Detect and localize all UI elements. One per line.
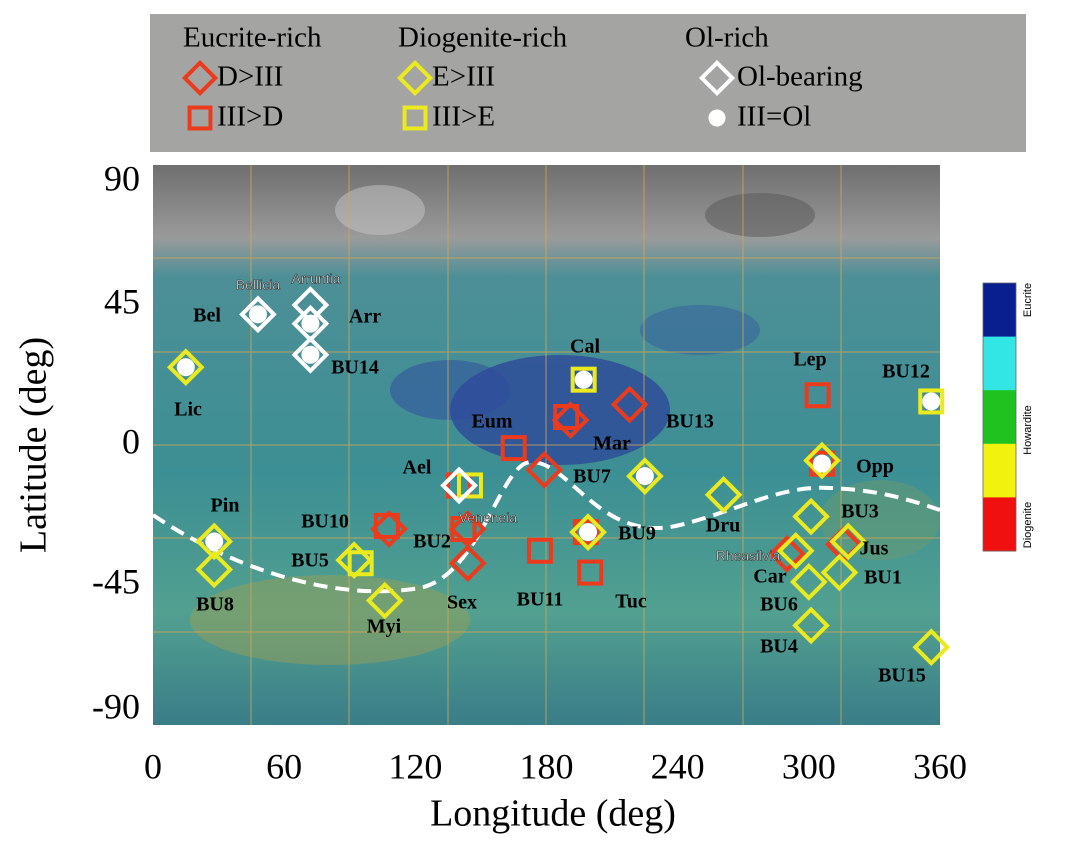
site-label: BU5 xyxy=(291,550,329,572)
dot-marker xyxy=(922,392,940,410)
site-label: BU6 xyxy=(760,594,798,616)
dot-marker xyxy=(575,371,593,389)
page: Longitude (deg) Latitude (deg) 0 60 120 180… xyxy=(0,0,1068,842)
site-label: Dru xyxy=(706,515,740,537)
region-label: Arruntia xyxy=(291,271,340,287)
site-label: Lic xyxy=(174,399,202,421)
site-label: BU1 xyxy=(864,567,902,589)
legend-label: E>III xyxy=(432,61,495,93)
dot-marker xyxy=(579,523,597,541)
site-label: BU4 xyxy=(760,636,798,658)
colorbar-label: Eucrite xyxy=(1022,283,1034,317)
site-label: BU3 xyxy=(841,501,879,523)
dot-marker xyxy=(813,455,831,473)
site-label: BU9 xyxy=(618,523,656,545)
colorbar-label: Diogenite xyxy=(1022,502,1034,548)
x-tick-label: 300 xyxy=(782,746,836,786)
site-label: Mar xyxy=(593,433,631,455)
map-patch xyxy=(705,193,815,237)
legend-label: III>D xyxy=(217,101,283,133)
legend-group-title: Ol-rich xyxy=(685,22,769,54)
x-tick-label: 180 xyxy=(520,746,574,786)
legend-label: III=Ol xyxy=(737,101,811,133)
site-label: Eum xyxy=(471,411,512,433)
site-label: Pin xyxy=(211,495,240,517)
site-label: Ael xyxy=(403,457,432,479)
x-tick-label: 360 xyxy=(913,746,967,786)
site-label: Bel xyxy=(193,305,221,327)
site-label: BU2 xyxy=(413,531,451,553)
y-tick-label: 45 xyxy=(104,281,140,321)
colorbar-segment xyxy=(983,337,1016,391)
site-label: Arr xyxy=(349,306,381,328)
colorbar-segment xyxy=(983,444,1016,498)
colorbar-label: Howardite xyxy=(1022,405,1034,455)
site-label: Sex xyxy=(447,592,477,614)
region-label: Bellicia xyxy=(236,277,281,293)
y-tick-label: -90 xyxy=(92,686,140,726)
dot-marker xyxy=(636,467,654,485)
chart: Longitude (deg) Latitude (deg) 0 60 120 180… xyxy=(0,0,1068,842)
site-label: BU8 xyxy=(196,594,234,616)
legend-label: III>E xyxy=(432,101,495,133)
site-label: Jus xyxy=(860,538,889,560)
colorbar-segment xyxy=(983,390,1016,444)
dot-marker xyxy=(249,305,267,323)
legend-group-title: Eucrite-rich xyxy=(183,22,322,54)
x-axis-title: Longitude (deg) xyxy=(430,793,676,835)
site-label: BU11 xyxy=(517,589,564,611)
x-tick-label: 240 xyxy=(651,746,705,786)
site-label: BU10 xyxy=(301,511,349,533)
site-label: BU14 xyxy=(331,357,379,379)
y-axis-title: Latitude (deg) xyxy=(13,337,55,553)
region-label: Veneneia xyxy=(459,510,518,526)
site-label: Myi xyxy=(367,616,402,638)
x-tick-label: 0 xyxy=(144,746,162,786)
dot-marker xyxy=(177,358,195,376)
x-tick-label: 60 xyxy=(266,746,302,786)
site-label: Car xyxy=(753,566,786,588)
dot-marker xyxy=(301,315,319,333)
site-label: BU7 xyxy=(573,466,611,488)
x-tick-label: 120 xyxy=(388,746,442,786)
site-label: Lep xyxy=(793,349,826,371)
dot-marker xyxy=(708,109,725,126)
site-label: BU13 xyxy=(666,411,714,433)
region-label: Rheasilvia xyxy=(716,548,781,564)
site-label: BU15 xyxy=(878,665,926,687)
colorbar-segment xyxy=(983,283,1016,337)
y-tick-label: -45 xyxy=(92,561,140,601)
y-tick-label: 0 xyxy=(122,421,140,461)
site-label: Opp xyxy=(856,456,894,478)
y-tick-label: 90 xyxy=(104,158,140,198)
legend-label: Ol-bearing xyxy=(737,61,863,93)
dot-marker xyxy=(301,346,319,364)
colorbar-segment xyxy=(983,497,1016,551)
site-label: Tuc xyxy=(615,591,647,613)
map-patch xyxy=(190,575,470,665)
site-label: Cal xyxy=(570,336,600,358)
site-label: BU12 xyxy=(882,361,930,383)
map-patch xyxy=(640,305,760,355)
dot-marker xyxy=(205,532,223,550)
legend-label: D>III xyxy=(217,61,283,93)
legend-group-title: Diogenite-rich xyxy=(398,22,568,54)
